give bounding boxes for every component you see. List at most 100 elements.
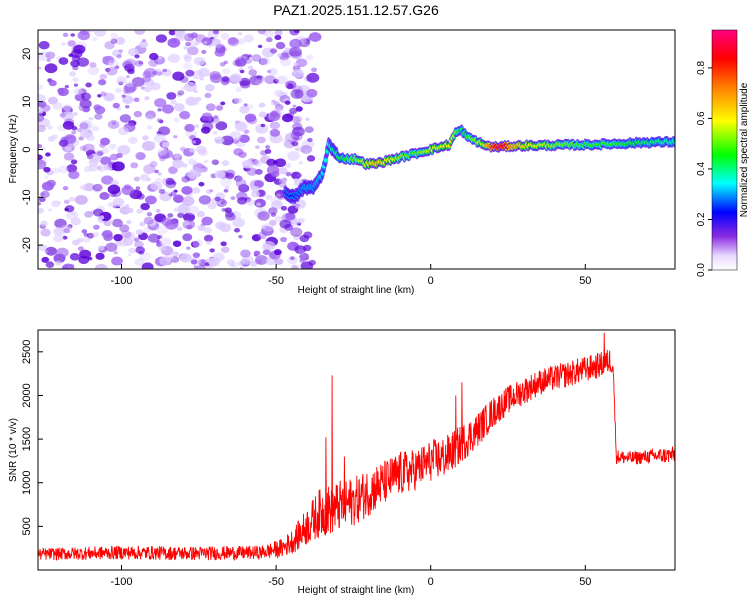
noise-blob: [293, 30, 300, 34]
noise-blob: [157, 147, 168, 156]
noise-blob: [99, 192, 110, 200]
noise-blob: [72, 111, 78, 117]
snr-x-ticks: -100 -50 0 50: [110, 565, 591, 588]
noise-blob: [111, 256, 123, 266]
noise-blob: [275, 41, 286, 50]
noise-blob: [251, 54, 262, 62]
noise-blob: [203, 40, 208, 45]
snr-panel: -100 -50 0 50 500 1000 1500 2000 2500 Height of…: [8, 329, 676, 596]
noise-blob: [192, 252, 201, 258]
noise-blob: [121, 94, 126, 98]
noise-blob: [133, 110, 143, 118]
noise-blob: [221, 75, 230, 82]
noise-blob: [214, 170, 226, 179]
noise-blob: [264, 243, 272, 250]
noise-blob: [40, 228, 51, 237]
noise-blob: [267, 67, 278, 76]
noise-blob: [223, 188, 229, 193]
noise-blob: [155, 34, 167, 43]
noise-blob: [140, 86, 146, 90]
frequency-ridge: [283, 124, 675, 204]
noise-blob: [274, 30, 283, 36]
noise-blob: [113, 233, 123, 242]
noise-blob: [63, 266, 69, 269]
noise-blob: [105, 242, 118, 252]
noise-blob: [124, 82, 137, 93]
noise-blob: [38, 244, 48, 252]
noise-blob: [89, 62, 97, 68]
noise-blob: [184, 81, 198, 92]
noise-blob: [189, 134, 196, 141]
noise-blob: [283, 92, 289, 96]
noise-blob: [260, 123, 266, 128]
noise-blob: [38, 143, 43, 149]
noise-blob: [197, 264, 206, 269]
noise-blob: [305, 117, 310, 121]
noise-blob: [193, 56, 206, 66]
noise-blob: [131, 76, 145, 87]
noise-blob: [86, 154, 94, 160]
noise-blob: [92, 183, 103, 192]
noise-blob: [238, 184, 250, 193]
noise-blob: [79, 145, 87, 151]
noise-blob: [218, 200, 227, 206]
noise-blob: [69, 71, 76, 77]
noise-blob: [111, 218, 123, 228]
noise-blob: [44, 175, 49, 180]
noise-blob: [135, 152, 146, 160]
noise-blob: [116, 38, 123, 43]
noise-blob: [189, 167, 203, 177]
noise-blob: [125, 75, 130, 79]
snr-series-line: [38, 332, 675, 561]
noise-blob: [197, 224, 206, 231]
spectrogram-y-label: Frequency (Hz): [8, 115, 19, 184]
noise-blob: [51, 167, 60, 174]
noise-blob: [289, 47, 302, 57]
noise-blob: [201, 37, 213, 46]
noise-blob: [221, 160, 230, 166]
noise-blob: [299, 234, 310, 243]
noise-blob: [122, 84, 136, 95]
noise-blob: [179, 253, 192, 263]
noise-blob: [172, 251, 180, 257]
noise-blob: [196, 210, 206, 218]
noise-blob: [97, 94, 102, 98]
noise-blob: [67, 224, 73, 229]
noise-blob: [45, 261, 55, 268]
noise-blob: [62, 104, 72, 112]
noise-blob: [255, 259, 262, 265]
noise-blob: [261, 47, 275, 58]
noise-blob: [224, 207, 232, 214]
noise-blob: [94, 263, 108, 269]
noise-blob: [152, 70, 158, 76]
noise-blob: [194, 124, 200, 129]
noise-blob: [285, 132, 298, 143]
noise-blob: [255, 123, 269, 134]
noise-blob: [204, 92, 212, 99]
noise-blob: [172, 159, 184, 169]
noise-blob: [93, 224, 100, 230]
noise-blob: [308, 32, 322, 42]
colorbar-tick-label: 0.4: [696, 162, 707, 176]
noise-blob: [284, 47, 291, 53]
noise-blob: [260, 57, 271, 66]
noise-blob: [276, 193, 286, 201]
noise-blob: [191, 140, 197, 144]
noise-blob: [286, 83, 294, 90]
noise-blob: [45, 246, 58, 256]
y-tick-label: 2000: [21, 383, 33, 407]
noise-blob: [200, 167, 206, 172]
noise-blob: [59, 112, 66, 118]
noise-blob: [304, 126, 314, 134]
y-tick-label: 10: [21, 96, 33, 108]
noise-blob: [114, 65, 120, 70]
ridge-core: [323, 158, 328, 162]
noise-blob: [117, 145, 131, 156]
noise-blob: [234, 175, 245, 184]
noise-blob: [70, 60, 80, 68]
noise-blob: [248, 65, 254, 70]
noise-blob: [306, 88, 318, 98]
noise-blob: [71, 54, 81, 62]
